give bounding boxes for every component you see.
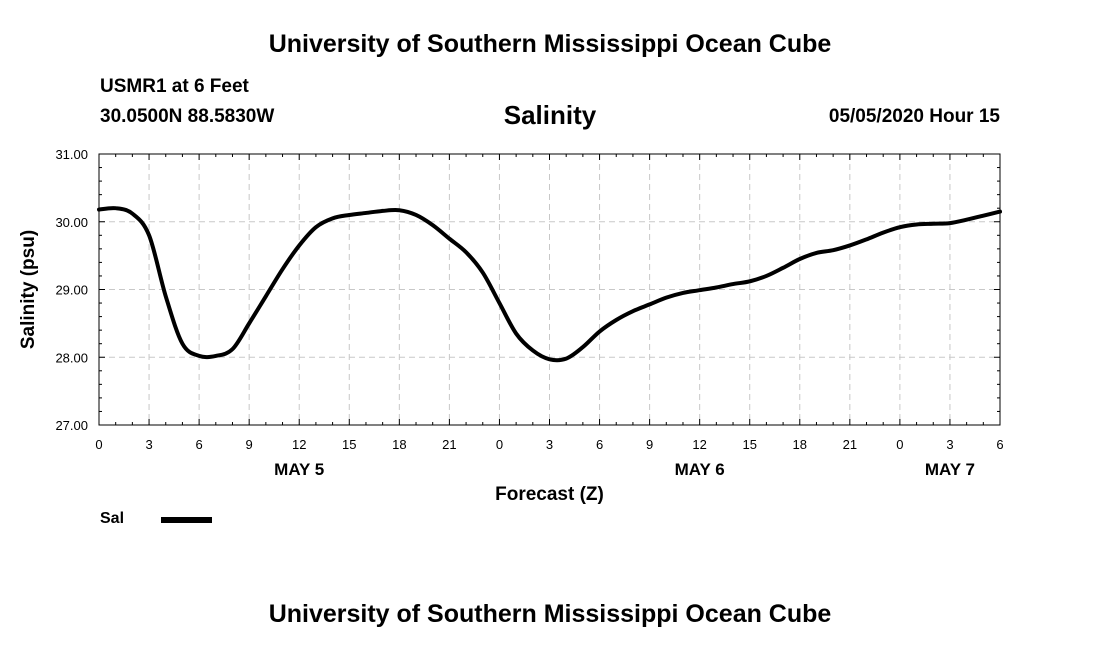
x-tick-label: 3 — [145, 437, 152, 452]
x-tick-label: 15 — [342, 437, 356, 452]
x-tick-label: 9 — [646, 437, 653, 452]
x-tick-label: 6 — [996, 437, 1003, 452]
x-axis-label: Forecast (Z) — [495, 484, 604, 505]
x-tick-label: 18 — [793, 437, 807, 452]
x-tick-label: 9 — [246, 437, 253, 452]
page-title: University of Southern Mississippi Ocean… — [268, 30, 832, 58]
day-label: MAY 5 — [274, 460, 324, 479]
x-tick-label: 12 — [292, 437, 306, 452]
y-tick-label: 29.00 — [55, 283, 88, 298]
x-tick-label: 0 — [95, 437, 102, 452]
y-axis-label: Salinity (psu) — [18, 230, 39, 349]
x-tick-label: 3 — [946, 437, 953, 452]
day-label: MAY 7 — [925, 460, 975, 479]
parameter-title: Salinity — [503, 100, 597, 130]
day-label: MAY 6 — [675, 460, 725, 479]
x-tick-label: 21 — [442, 437, 456, 452]
coordinates-label: 30.0500N 88.5830W — [100, 106, 275, 127]
x-tick-label: 0 — [896, 437, 903, 452]
x-tick-label: 3 — [546, 437, 553, 452]
footer-title: University of Southern Mississippi Ocean… — [268, 600, 832, 628]
datetime-label: 05/05/2020 Hour 15 — [828, 106, 1000, 127]
x-tick-label: 21 — [843, 437, 857, 452]
x-tick-label: 12 — [692, 437, 706, 452]
x-tick-label: 15 — [742, 437, 756, 452]
y-tick-label: 27.00 — [55, 418, 88, 433]
legend-label: Sal — [100, 510, 125, 527]
x-tick-label: 6 — [596, 437, 603, 452]
series-line-sal — [97, 206, 1002, 363]
legend-swatch — [161, 517, 212, 523]
y-tick-label: 31.00 — [55, 147, 88, 162]
x-tick-label: 0 — [496, 437, 503, 452]
station-label: USMR1 at 6 Feet — [100, 76, 249, 97]
y-tick-label: 30.00 — [55, 215, 88, 230]
x-tick-label: 18 — [392, 437, 406, 452]
y-tick-label: 28.00 — [55, 350, 88, 365]
x-tick-label: 6 — [195, 437, 202, 452]
